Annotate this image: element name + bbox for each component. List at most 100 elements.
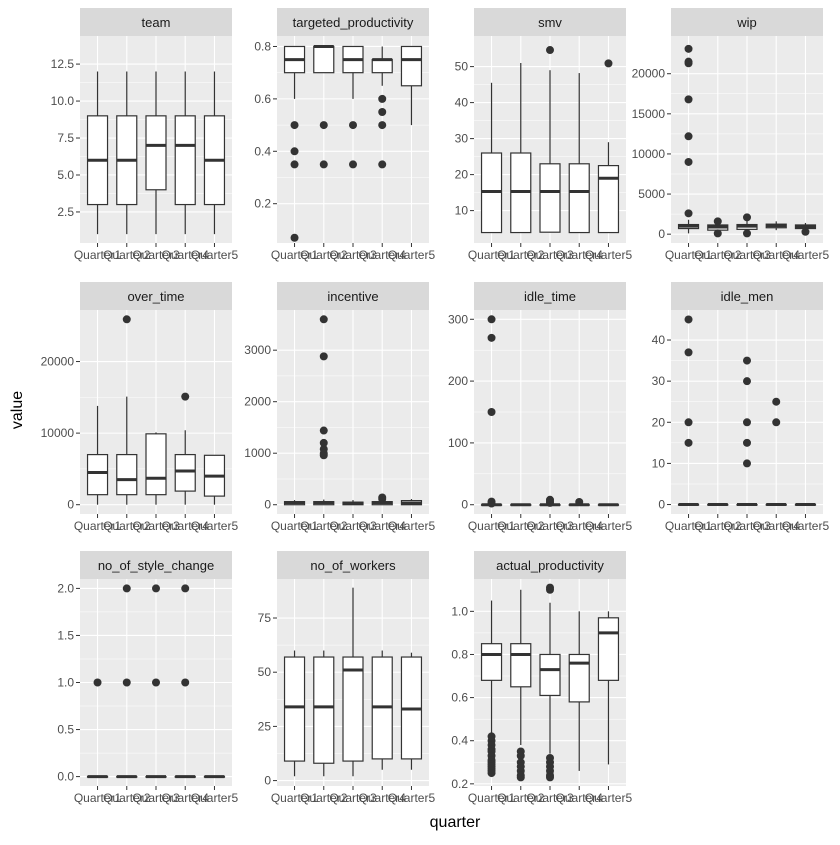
x-tick-label: Quarter5 xyxy=(585,791,633,805)
outlier-point xyxy=(319,438,328,447)
facet-panel: smv1020304050Quarter1Quarter2Quarter3Qua… xyxy=(455,8,633,262)
facet-strip-label: targeted_productivity xyxy=(293,15,414,30)
box xyxy=(283,45,306,242)
outlier-point xyxy=(743,356,751,365)
box xyxy=(765,397,787,507)
y-tick-label: 20 xyxy=(652,415,666,429)
box xyxy=(86,405,109,505)
facet-strip-label: incentive xyxy=(327,289,378,304)
box xyxy=(145,71,167,235)
box xyxy=(86,71,109,235)
x-tick-label: Quarter3 xyxy=(526,248,574,262)
y-tick-label: 0.6 xyxy=(254,92,271,106)
facet-strip-label: actual_productivity xyxy=(496,558,604,573)
x-tick-label: Quarter3 xyxy=(132,791,180,805)
x-tick-label: Quarter4 xyxy=(162,519,210,533)
x-tick-label: Quarter2 xyxy=(694,519,742,533)
y-tick-label: 0.0 xyxy=(57,770,74,784)
outlier-point xyxy=(743,418,751,427)
outlier-point xyxy=(684,132,693,141)
y-tick-label: 3000 xyxy=(244,343,271,357)
box xyxy=(203,71,226,235)
outlier-point xyxy=(743,459,751,468)
x-tick-label: Quarter3 xyxy=(526,791,574,805)
outlier-point xyxy=(181,392,190,401)
facet-strip xyxy=(671,8,823,36)
outlier-point xyxy=(152,584,160,593)
y-tick-label: 0.8 xyxy=(254,39,271,53)
x-tick-label: Quarter2 xyxy=(300,248,348,262)
x-tick-label: Quarter3 xyxy=(723,519,771,533)
outlier-point xyxy=(684,44,693,53)
y-tick-label: 0.4 xyxy=(254,144,271,158)
outlier-point xyxy=(349,121,357,130)
box xyxy=(283,500,306,506)
outlier-point xyxy=(290,147,299,156)
x-tick-label: Quarter1 xyxy=(468,791,516,805)
box-body xyxy=(371,58,393,74)
y-tick-label: 50 xyxy=(455,60,469,74)
y-tick-label: 0.2 xyxy=(451,777,468,791)
box xyxy=(400,499,423,506)
x-tick-label: Quarter3 xyxy=(329,519,377,533)
box xyxy=(313,44,335,169)
y-tick-label: 0.8 xyxy=(451,647,468,661)
box xyxy=(794,222,817,236)
outlier-point xyxy=(487,315,496,324)
outlier-point xyxy=(181,584,190,593)
facet-strip xyxy=(80,551,232,579)
box xyxy=(510,63,532,234)
y-tick-label: 30 xyxy=(652,374,666,388)
box xyxy=(283,650,306,777)
box xyxy=(400,45,423,126)
facet-strip xyxy=(277,8,429,36)
facet-strip-label: wip xyxy=(736,15,757,30)
box-body xyxy=(342,656,364,762)
x-tick-label: Quarter4 xyxy=(753,519,801,533)
box xyxy=(116,315,138,505)
y-tick-label: 15000 xyxy=(632,107,666,121)
x-tick-label: Quarter5 xyxy=(585,519,633,533)
box xyxy=(794,503,817,507)
x-tick-label: Quarter5 xyxy=(191,248,239,262)
x-tick-label: Quarter3 xyxy=(132,519,180,533)
x-tick-label: Quarter4 xyxy=(359,791,407,805)
y-tick-label: 0 xyxy=(67,498,74,512)
outlier-point xyxy=(378,94,387,103)
y-tick-label: 20 xyxy=(455,168,469,182)
outlier-point xyxy=(290,160,299,169)
facet-strip-label: team xyxy=(142,15,171,30)
panels-layer: team2.55.07.510.012.5Quarter1Quarter2Qua… xyxy=(41,8,829,805)
outlier-point xyxy=(713,229,722,238)
y-tick-label: 40 xyxy=(455,96,469,110)
x-tick-label: Quarter3 xyxy=(329,791,377,805)
box xyxy=(539,583,561,782)
facet-strip-label: idle_time xyxy=(524,289,576,304)
outlier-point xyxy=(290,121,299,130)
y-tick-label: 7.5 xyxy=(57,131,74,145)
x-tick-label: Quarter1 xyxy=(74,791,122,805)
x-tick-label: Quarter2 xyxy=(497,791,545,805)
x-tick-label: Quarter4 xyxy=(556,791,604,805)
outlier-point xyxy=(319,426,328,435)
y-tick-label: 5.0 xyxy=(57,168,74,182)
box xyxy=(313,315,335,506)
box-body xyxy=(283,656,306,762)
outlier-point xyxy=(378,493,387,502)
box-body xyxy=(539,653,561,697)
outlier-point xyxy=(684,315,693,324)
box xyxy=(371,650,393,770)
outlier-point xyxy=(93,678,102,687)
box-body xyxy=(116,453,138,496)
x-tick-label: Quarter5 xyxy=(585,248,633,262)
facet-strip-label: over_time xyxy=(127,289,184,304)
facet-strip xyxy=(671,282,823,310)
outlier-point xyxy=(487,497,496,506)
box-body xyxy=(313,45,335,74)
box-body xyxy=(400,45,423,87)
y-tick-label: 0 xyxy=(264,774,271,788)
box xyxy=(539,46,561,233)
facet-strip xyxy=(474,8,626,36)
facet-strip-label: no_of_workers xyxy=(310,558,396,573)
